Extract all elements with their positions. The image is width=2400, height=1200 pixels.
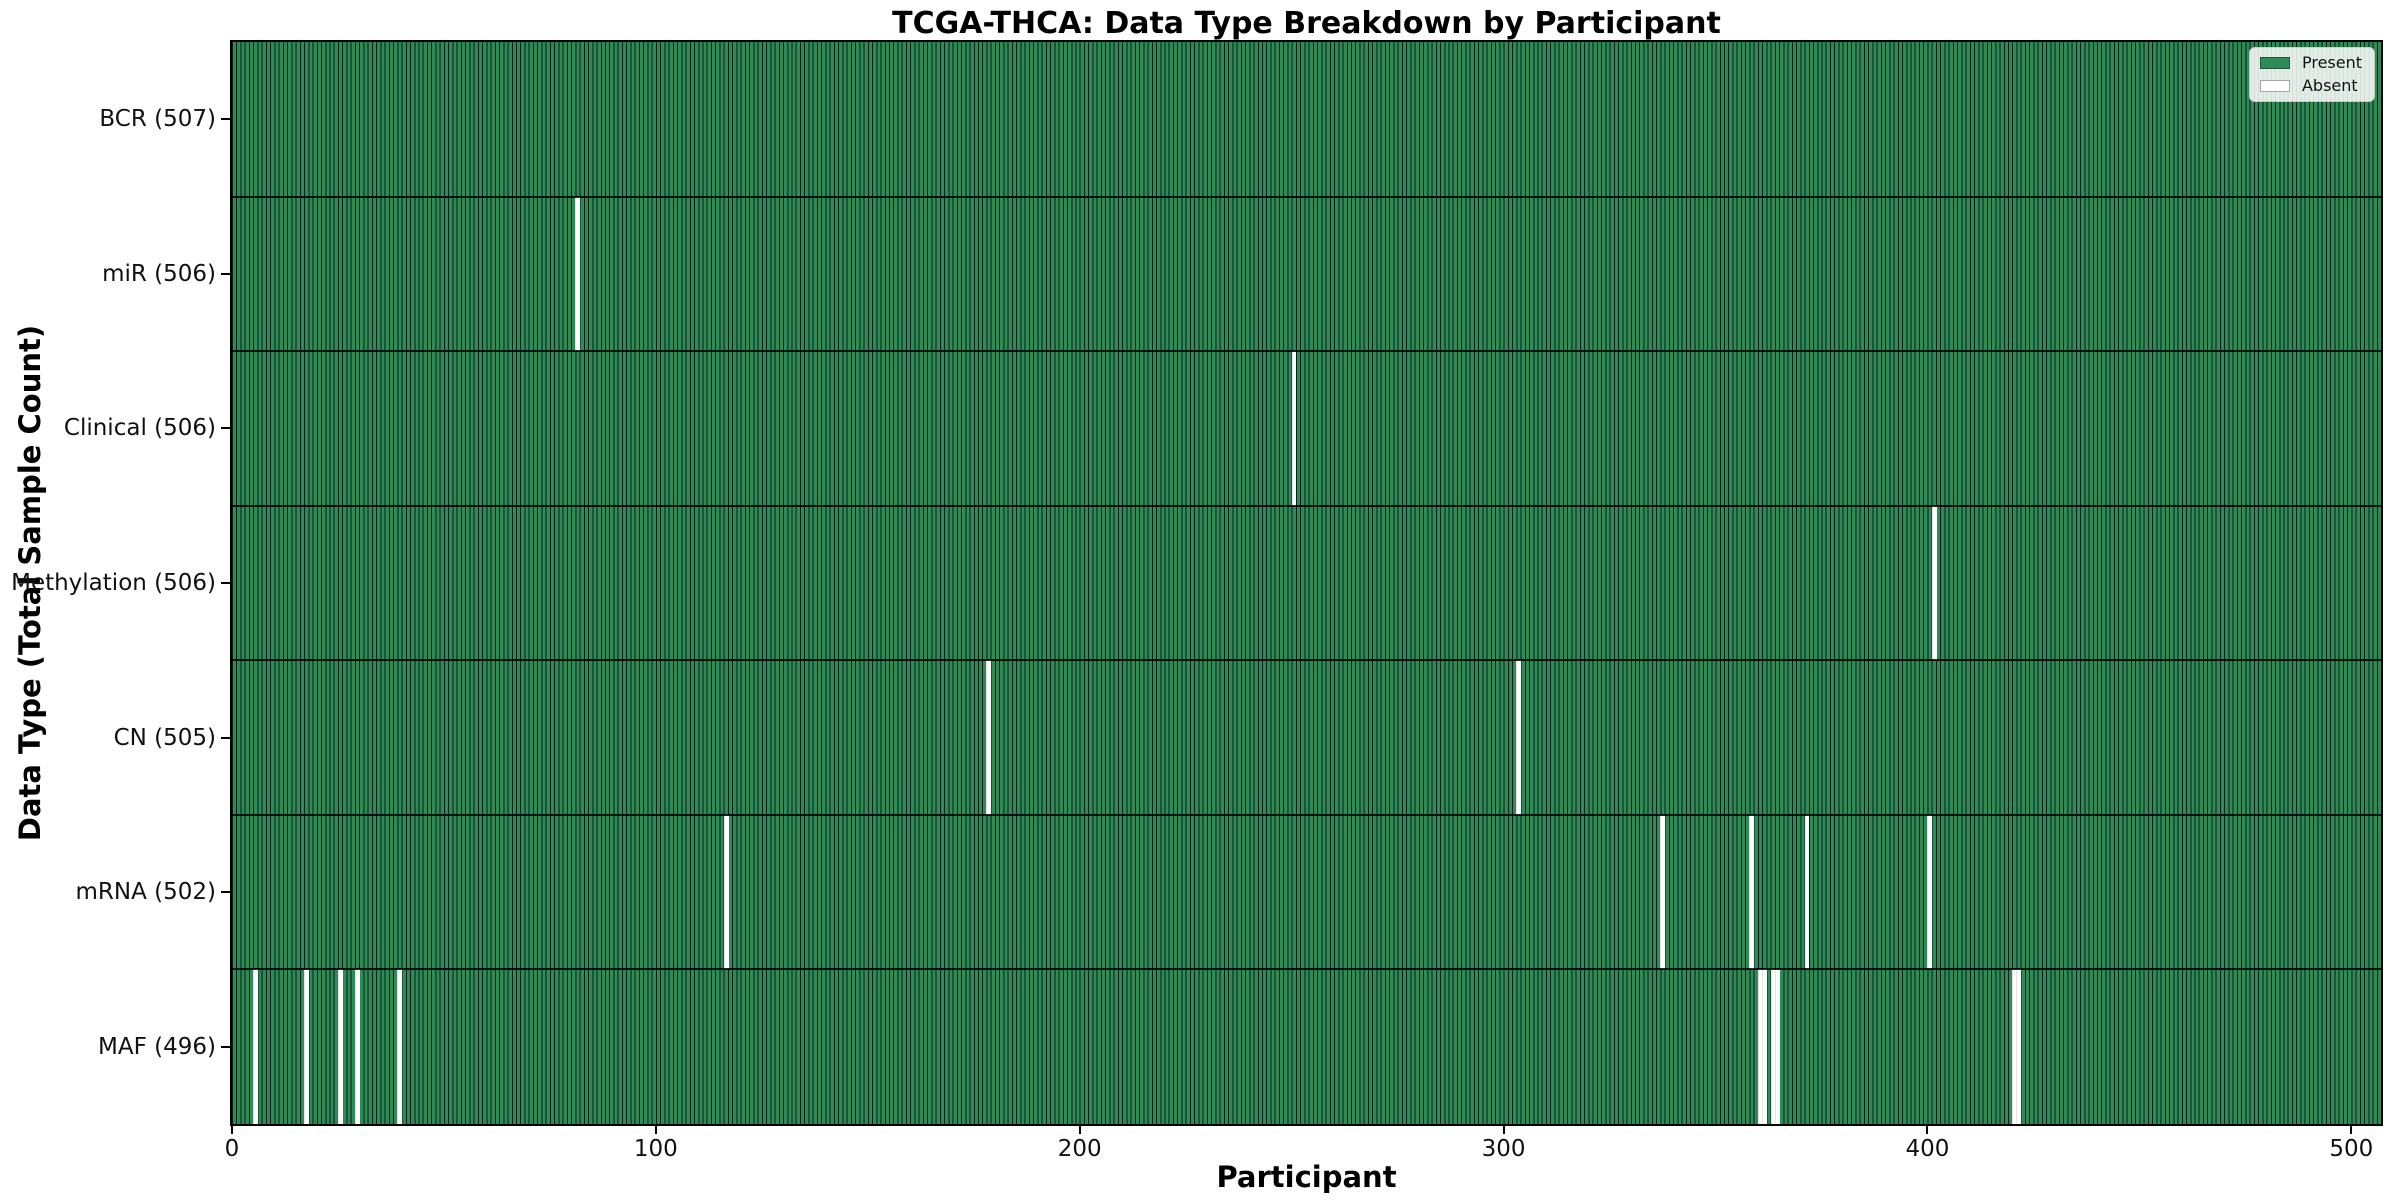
y-tick-label-MAF: MAF (496) [98, 1033, 216, 1060]
legend-item-absent: Absent [2259, 76, 2362, 95]
absent-gap-MAF-421 [2016, 969, 2022, 1124]
row-separator [232, 813, 2381, 816]
row-CN [232, 660, 2381, 815]
row-separator [232, 659, 2381, 662]
absent-gap-MAF-29 [354, 969, 360, 1124]
absent-gap-mRNA-400 [1927, 814, 1933, 970]
x-tick-label: 200 [1057, 1136, 1102, 1162]
y-tick-mark [221, 736, 230, 739]
absent-gap-MAF-5 [253, 969, 259, 1124]
row-separator [232, 968, 2381, 971]
x-tick-mark [2350, 1124, 2353, 1134]
x-tick-mark [1926, 1124, 1929, 1134]
x-tick-label: 0 [224, 1136, 240, 1162]
absent-gap-MAF-25 [337, 969, 343, 1124]
x-tick-label: 100 [633, 1136, 678, 1162]
row-separator [232, 350, 2381, 353]
y-tick-label-Clinical: Clinical (506) [63, 415, 216, 442]
absent-gap-MAF-364 [1774, 969, 1780, 1124]
row-Methylation [232, 505, 2381, 661]
y-tick-label-miR: miR (506) [102, 260, 216, 287]
absent-gap-MAF-360 [1757, 969, 1763, 1124]
x-tick-mark [1078, 1124, 1081, 1134]
absent-gap-mRNA-337 [1660, 814, 1666, 970]
absent-gap-MAF-39 [397, 969, 403, 1124]
absent-gap-miR-81 [575, 196, 581, 352]
y-tick-label-CN: CN (505) [113, 724, 216, 751]
row-mRNA [232, 814, 2381, 970]
y-tick-mark [221, 272, 230, 275]
x-tick-label: 300 [1481, 1136, 1526, 1162]
absent-gap-mRNA-371 [1804, 814, 1810, 970]
row-Clinical [232, 351, 2381, 506]
row-MAF [232, 969, 2381, 1124]
y-tick-mark [221, 582, 230, 584]
legend: Present Absent [2248, 47, 2375, 102]
absent-gap-MAF-17 [304, 969, 309, 1124]
absent-gap-Methylation-401 [1931, 505, 1937, 661]
absent-gap-CN-178 [986, 660, 992, 815]
x-tick-mark [654, 1124, 657, 1134]
y-tick-mark [221, 118, 230, 121]
absent-gap-MAF-420 [2012, 969, 2018, 1124]
absent-gap-Clinical-250 [1291, 351, 1297, 506]
plot-area: Present Absent [230, 40, 2383, 1126]
y-tick-mark [221, 1045, 230, 1048]
y-tick-label-Methylation: Methylation (506) [11, 570, 216, 596]
x-axis-title: Participant [1216, 1160, 1397, 1194]
row-miR [232, 196, 2381, 352]
legend-item-present: Present [2259, 53, 2362, 72]
x-tick-mark [1502, 1124, 1505, 1134]
legend-present-label: Present [2301, 53, 2362, 72]
x-tick-mark [231, 1124, 233, 1134]
present-swatch-icon [2259, 57, 2290, 69]
legend-absent-label: Absent [2301, 76, 2358, 95]
x-tick-label: 400 [1905, 1136, 1950, 1162]
y-tick-mark [221, 427, 230, 430]
absent-gap-mRNA-358 [1749, 814, 1755, 970]
row-separator [232, 504, 2381, 507]
x-tick-label: 500 [2329, 1136, 2374, 1162]
absent-gap-mRNA-116 [723, 814, 729, 970]
row-separator [232, 195, 2381, 198]
absent-gap-MAF-363 [1770, 969, 1776, 1124]
y-tick-mark [221, 891, 230, 894]
chart-title: TCGA-THCA: Data Type Breakdown by Partic… [892, 6, 1721, 41]
y-tick-label-mRNA: mRNA (502) [75, 879, 216, 906]
y-tick-label-BCR: BCR (507) [99, 106, 216, 133]
row-BCR [232, 42, 2381, 197]
absent-gap-MAF-361 [1762, 969, 1767, 1124]
absent-swatch-icon [2259, 80, 2290, 92]
absent-gap-CN-303 [1516, 660, 1522, 815]
